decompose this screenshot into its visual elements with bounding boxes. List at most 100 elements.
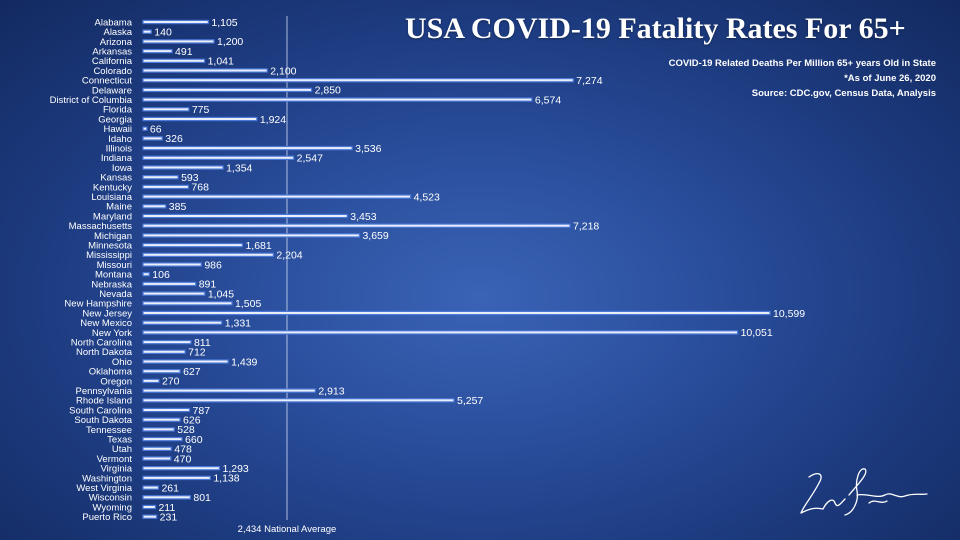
category-label: Maryland [93, 211, 132, 222]
category-label: Oregon [100, 376, 132, 387]
bar [142, 281, 197, 287]
value-label: 3,536 [355, 143, 381, 155]
category-label: Colorado [93, 66, 132, 77]
value-label: 211 [158, 502, 175, 514]
value-label: 261 [161, 482, 179, 494]
signature-image [800, 468, 928, 516]
value-label: 3,659 [362, 230, 388, 242]
bar [142, 233, 361, 238]
bar [142, 417, 181, 422]
category-label: North Carolina [71, 338, 133, 349]
category-label: Idaho [108, 134, 132, 145]
value-label: 1,681 [245, 240, 271, 252]
value-label: 5,257 [457, 395, 483, 407]
bar [142, 194, 412, 199]
bar [142, 495, 191, 500]
bar [142, 398, 455, 403]
category-label: Illinois [106, 144, 133, 155]
value-label: 326 [165, 133, 183, 145]
category-label: Vermont [97, 454, 133, 465]
category-label: Minnesota [88, 241, 133, 252]
category-label: Iowa [112, 163, 133, 174]
bar [142, 485, 160, 490]
value-label: 593 [181, 172, 199, 184]
value-label: 1,505 [235, 298, 261, 310]
category-label: Texas [107, 435, 132, 446]
value-labels-layer: 1,105 140 1,200 491 1,041 2,100 7,274 2,850 6,57… [150, 17, 805, 524]
value-label: 66 [150, 124, 162, 136]
bar [142, 107, 190, 112]
value-label: 1,354 [226, 162, 252, 174]
bar [142, 378, 160, 384]
bar [142, 97, 533, 102]
value-label: 1,041 [208, 56, 234, 68]
value-label: 1,045 [208, 288, 234, 300]
bar [142, 475, 211, 481]
category-label: Massachusetts [69, 221, 133, 232]
category-label: Arkansas [92, 47, 132, 58]
bars-layer [142, 19, 771, 519]
category-label: New York [92, 328, 132, 339]
bar [142, 223, 571, 228]
bar [142, 291, 206, 296]
bar [142, 359, 229, 364]
category-labels-layer: AlabamaAlaskaArizonaArkansasCaliforniaCo… [50, 17, 133, 523]
category-label: Maine [106, 202, 132, 213]
value-label: 7,274 [576, 75, 602, 87]
bar [142, 320, 223, 325]
value-label: 2,547 [297, 153, 323, 165]
bar [142, 514, 158, 519]
category-label: District of Columbia [50, 95, 133, 106]
bar [142, 242, 244, 248]
bar [142, 87, 313, 93]
bar [142, 301, 233, 306]
category-label: Montana [95, 270, 133, 281]
value-label: 478 [174, 444, 192, 456]
value-label: 1,293 [222, 463, 248, 475]
bar [142, 29, 152, 34]
value-label: 2,850 [315, 85, 341, 97]
bar [142, 155, 295, 160]
category-label: Ohio [112, 357, 132, 368]
value-label: 231 [160, 512, 178, 524]
value-label: 811 [194, 337, 211, 349]
category-label: Pennsylvania [75, 386, 132, 397]
value-label: 1,200 [217, 36, 243, 48]
value-label: 140 [154, 27, 172, 39]
category-label: West Virginia [76, 483, 132, 494]
bar [142, 349, 186, 355]
value-label: 627 [183, 366, 201, 378]
value-label: 801 [193, 492, 211, 504]
value-label: 6,574 [535, 94, 561, 106]
bar [142, 184, 190, 190]
bar [142, 136, 163, 141]
bar [142, 213, 348, 219]
value-label: 626 [183, 415, 201, 427]
category-label: Alaska [103, 27, 132, 38]
bar [142, 339, 192, 345]
value-label: 891 [199, 279, 217, 291]
category-label: Arizona [100, 37, 133, 48]
value-label: 491 [175, 46, 193, 58]
bar [142, 407, 191, 413]
value-label: 1,105 [211, 17, 237, 29]
category-label: Florida [103, 105, 133, 116]
category-label: Delaware [92, 85, 132, 96]
bar [142, 48, 173, 54]
category-label: Oklahoma [89, 367, 133, 378]
category-label: Wyoming [92, 502, 132, 513]
bar [142, 126, 148, 131]
category-label: New Jersey [82, 308, 132, 319]
value-label: 986 [204, 259, 222, 271]
value-label: 1,331 [225, 318, 251, 330]
category-label: Nevada [99, 289, 132, 300]
value-label: 106 [152, 269, 170, 281]
category-label: Connecticut [82, 76, 133, 87]
bar [142, 427, 175, 432]
category-label: Rhode Island [76, 396, 132, 407]
chart-subtitle: COVID-19 Related Deaths Per Million 65+ … [668, 58, 936, 69]
category-label: Utah [112, 444, 132, 455]
value-label: 3,453 [350, 211, 376, 223]
value-label: 1,924 [260, 114, 286, 126]
category-label: Alabama [95, 17, 133, 28]
